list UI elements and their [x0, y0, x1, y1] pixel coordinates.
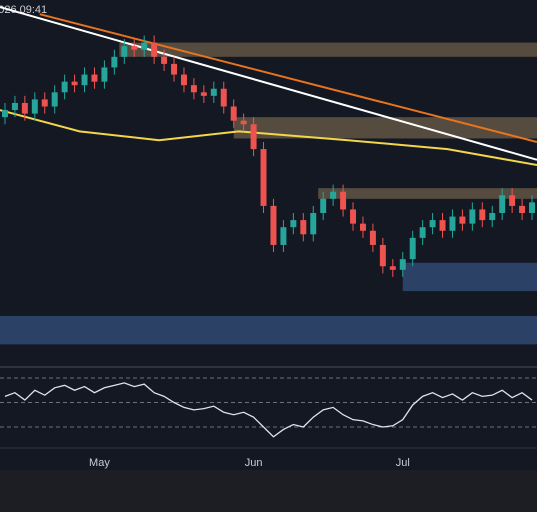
- candle-body: [389, 266, 396, 270]
- footer-band: [0, 470, 537, 512]
- candle-body: [91, 74, 98, 82]
- x-tick-label: Jul: [396, 457, 410, 469]
- candle-body: [459, 216, 466, 224]
- candle-body: [419, 227, 426, 238]
- candle-body: [479, 209, 486, 221]
- candle-body: [260, 149, 267, 206]
- candle-body: [449, 216, 456, 231]
- candle-body: [180, 74, 187, 86]
- candle-body: [379, 244, 386, 267]
- candle-body: [210, 88, 217, 96]
- zone: [0, 315, 537, 345]
- candle-body: [151, 42, 158, 57]
- candle-body: [429, 220, 436, 228]
- candle-body: [280, 227, 287, 245]
- candle-body: [81, 74, 88, 86]
- candle-body: [200, 92, 207, 96]
- candle-body: [330, 191, 337, 199]
- candle-body: [61, 81, 68, 93]
- candle-body: [509, 195, 516, 206]
- candle-body: [161, 56, 168, 64]
- zone: [318, 188, 537, 199]
- candle-body: [340, 191, 347, 210]
- rsi-line: [4, 382, 533, 438]
- candle-body: [250, 124, 257, 150]
- candle-body: [131, 46, 138, 50]
- candle-body: [310, 213, 317, 235]
- candle-body: [469, 209, 476, 224]
- candle-body: [270, 205, 277, 245]
- candle-body: [320, 198, 327, 213]
- candle-body: [350, 209, 357, 224]
- candle-body: [499, 195, 506, 213]
- candle-body: [369, 230, 376, 245]
- candle-body: [121, 46, 128, 57]
- candle-body: [439, 220, 446, 231]
- moving-line: [39, 13, 537, 143]
- candle-body: [409, 237, 416, 260]
- candle-body: [11, 102, 18, 111]
- x-tick-label: May: [89, 457, 110, 469]
- candle-body: [31, 99, 38, 114]
- candle-body: [21, 102, 28, 114]
- candle-body: [240, 120, 247, 125]
- candle-body: [41, 99, 48, 107]
- zone: [119, 42, 537, 57]
- zone: [402, 262, 537, 292]
- candle-body: [51, 92, 58, 107]
- candle-body: [290, 220, 297, 228]
- timestamp: , 2026 09:41: [0, 4, 47, 16]
- candle-body: [1, 110, 8, 118]
- candle-body: [101, 67, 108, 82]
- candle-body: [220, 88, 227, 107]
- moving-line: [0, 6, 537, 161]
- moving-line: [0, 109, 537, 167]
- candle-body: [519, 205, 526, 213]
- candle-body: [190, 85, 197, 93]
- candle-body: [359, 223, 366, 231]
- candle-body: [111, 56, 118, 68]
- candle-body: [489, 213, 496, 221]
- candle-body: [230, 106, 237, 121]
- candle-body: [171, 63, 178, 75]
- candle-body: [141, 42, 148, 50]
- candle-body: [300, 220, 307, 235]
- candle-body: [71, 81, 78, 86]
- candle-body: [529, 202, 536, 213]
- candle-body: [399, 259, 406, 270]
- x-tick-label: Jun: [245, 457, 263, 469]
